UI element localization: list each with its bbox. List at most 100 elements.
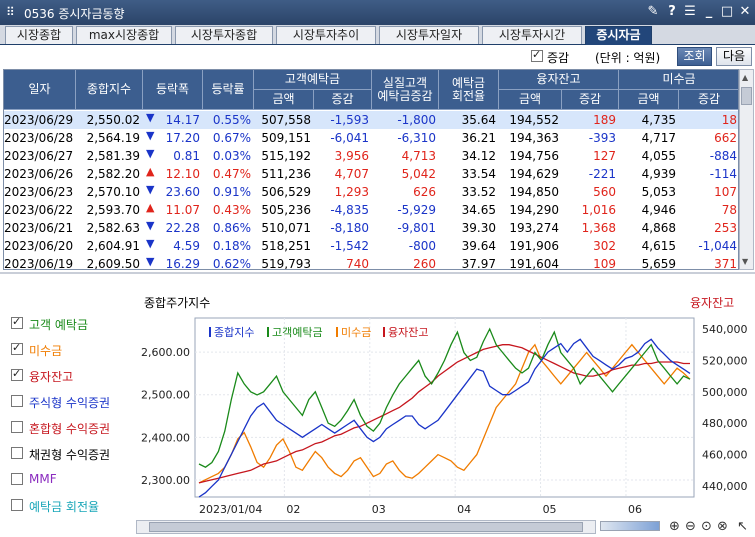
cell-real-deposit-change: -6,310 xyxy=(397,131,436,145)
col-credit-amount[interactable]: 금액 xyxy=(499,90,562,110)
cell-index: 2,581.39 xyxy=(86,149,140,163)
cell-unpaid-amount: 4,717 xyxy=(641,131,676,145)
series-checkbox[interactable] xyxy=(11,421,23,433)
series-label: 미수금 xyxy=(29,344,63,358)
series-line-index xyxy=(198,338,691,498)
col-date[interactable]: 일자 xyxy=(4,70,76,110)
chart-horizontal-scrollbar[interactable] xyxy=(136,520,596,534)
series-checkbox[interactable] xyxy=(11,395,23,407)
col-credit-change[interactable]: 증감 xyxy=(562,90,619,110)
table-row[interactable]: 2023/06/20 2,604.91 4.59 ▼ 0.18% 518,251 -1,54… xyxy=(4,237,738,255)
zoom-out-icon[interactable]: ⊖ xyxy=(685,519,696,534)
cell-change: 14.17 xyxy=(165,113,200,127)
x-tick-label: 06 xyxy=(628,503,642,516)
x-tick-label: 05 xyxy=(543,503,557,516)
cell-unpaid-change: 18 xyxy=(721,113,737,127)
funds-line-chart[interactable]: 2,300.00 2,400.00 2,500.00 2,600.00 440,000 4… xyxy=(136,310,754,520)
scroll-down-icon[interactable]: ▼ xyxy=(742,257,749,266)
col-deposit-turnover[interactable]: 예탁금 회전율 xyxy=(439,70,499,110)
tab-market-overview[interactable]: 시장종합 xyxy=(5,26,73,44)
settings-icon[interactable]: ☰ xyxy=(684,4,696,19)
col-real-deposit-change[interactable]: 실질고객 예탁금증감 xyxy=(372,70,439,110)
maximize-icon[interactable]: □ xyxy=(720,4,734,19)
cell-index: 2,550.02 xyxy=(86,113,140,127)
chart-right-axis-title: 융자잔고 xyxy=(690,296,735,310)
tab-market-investor-daily[interactable]: 시장투자일자 xyxy=(379,26,479,44)
cell-date: 2023/06/23 xyxy=(4,185,74,199)
cursor-icon[interactable]: ↖ xyxy=(737,519,748,534)
right-tick-label: 500,000 xyxy=(702,386,748,399)
chart-legend-entry: 고객예탁금 xyxy=(272,326,323,339)
chart-scroll-thumb[interactable] xyxy=(149,522,583,532)
cell-unpaid-amount: 4,735 xyxy=(641,113,676,127)
col-deposit-amount[interactable]: 금액 xyxy=(254,90,314,110)
table-row[interactable]: 2023/06/26 2,582.20 12.10 ▲ 0.47% 511,236 4,70… xyxy=(4,165,738,183)
tab-market-investor-overview[interactable]: 시장투자종합 xyxy=(175,26,273,44)
cell-deposit-amount: 510,071 xyxy=(261,221,311,235)
table-row[interactable]: 2023/06/29 2,550.02 14.17 ▼ 0.55% 507,558 -1,5… xyxy=(4,111,738,129)
scroll-thumb[interactable] xyxy=(741,87,752,105)
left-tick-label: 2,600.00 xyxy=(141,346,190,359)
col-rate[interactable]: 등락률 xyxy=(203,70,254,110)
next-button[interactable]: 다음 xyxy=(716,47,752,66)
col-unpaid-amount[interactable]: 금액 xyxy=(619,90,679,110)
table-row[interactable]: 2023/06/22 2,593.70 11.07 ▲ 0.43% 505,236 -4,8… xyxy=(4,201,738,219)
minimize-icon[interactable]: _ xyxy=(705,4,713,19)
cell-credit-change: 1,016 xyxy=(581,203,616,217)
cell-index: 2,564.19 xyxy=(86,131,140,145)
right-tick-label: 440,000 xyxy=(702,480,748,493)
series-checkbox[interactable] xyxy=(11,315,23,329)
cell-credit-amount: 194,290 xyxy=(509,203,559,217)
series-checkbox[interactable] xyxy=(11,447,23,459)
tab-stock-market-funds[interactable]: 증시자금 xyxy=(585,26,652,45)
tab-market-investor-trend[interactable]: 시장투자추이 xyxy=(276,26,376,44)
cell-deposit-amount: 511,236 xyxy=(261,167,311,181)
col-unpaid-change[interactable]: 증감 xyxy=(679,90,738,110)
delta-checkbox[interactable] xyxy=(531,48,543,62)
zoom-slider[interactable] xyxy=(600,521,660,531)
zoom-fit-icon[interactable]: ⊗ xyxy=(717,519,728,534)
table-row[interactable]: 2023/06/28 2,564.19 17.20 ▼ 0.67% 509,151 -6,0… xyxy=(4,129,738,147)
app-menu-icon[interactable]: ⠿ xyxy=(6,5,15,19)
panel-divider[interactable] xyxy=(0,272,755,274)
cell-credit-change: 1,368 xyxy=(581,221,616,235)
col-deposit: 고객예탁금 xyxy=(254,70,372,90)
cell-deposit-change: -6,041 xyxy=(330,131,369,145)
delta-label: 증감 xyxy=(547,51,570,65)
right-tick-label: 540,000 xyxy=(702,323,748,336)
table-row[interactable]: 2023/06/27 2,581.39 0.81 ▼ 0.03% 515,192 3,956… xyxy=(4,147,738,165)
cell-unpaid-change: 107 xyxy=(714,185,737,199)
search-button[interactable]: 조회 xyxy=(677,47,712,66)
cell-credit-change: 189 xyxy=(593,113,616,127)
series-label: 혼합형 수익증권 xyxy=(29,422,111,436)
table-vertical-scrollbar[interactable]: ▲ ▼ xyxy=(739,69,754,270)
cell-date: 2023/06/19 xyxy=(4,257,74,270)
close-icon[interactable]: ✕ xyxy=(739,4,751,19)
col-deposit-change[interactable]: 증감 xyxy=(314,90,372,110)
help-icon[interactable]: ? xyxy=(668,4,676,19)
series-checkbox[interactable] xyxy=(11,341,23,355)
tab-max-market-overview[interactable]: max시장종합 xyxy=(76,26,172,44)
zoom-in-icon[interactable]: ⊕ xyxy=(669,519,680,534)
series-checkbox[interactable] xyxy=(11,473,23,485)
scroll-up-icon[interactable]: ▲ xyxy=(742,73,749,82)
down-arrow-icon: ▼ xyxy=(146,237,155,250)
series-checkbox[interactable] xyxy=(11,367,23,381)
cell-credit-amount: 191,604 xyxy=(509,257,559,270)
tab-market-investor-time[interactable]: 시장투자시간 xyxy=(482,26,582,44)
cell-rate: 0.43% xyxy=(212,203,251,217)
table-row[interactable]: 2023/06/23 2,570.10 23.60 ▼ 0.91% 506,529 1,29… xyxy=(4,183,738,201)
col-change[interactable]: 등락폭 xyxy=(143,70,203,110)
cell-date: 2023/06/21 xyxy=(4,221,74,235)
cell-index: 2,604.91 xyxy=(86,239,140,253)
table-row[interactable]: 2023/06/19 2,609.50 16.29 ▼ 0.62% 519,793 740 2… xyxy=(4,255,738,270)
table-row[interactable]: 2023/06/21 2,582.63 22.28 ▼ 0.86% 510,071 -8,1… xyxy=(4,219,738,237)
pin-icon[interactable]: ✎ xyxy=(647,4,659,19)
col-index[interactable]: 종합지수 xyxy=(76,70,143,110)
down-arrow-icon: ▼ xyxy=(146,183,155,196)
cell-unpaid-change: 78 xyxy=(721,203,737,217)
zoom-reset-icon[interactable]: ⊙ xyxy=(701,519,712,534)
col-unpaid: 미수금 xyxy=(619,70,738,90)
series-checkbox[interactable] xyxy=(11,499,23,511)
cell-change: 17.20 xyxy=(165,131,200,145)
